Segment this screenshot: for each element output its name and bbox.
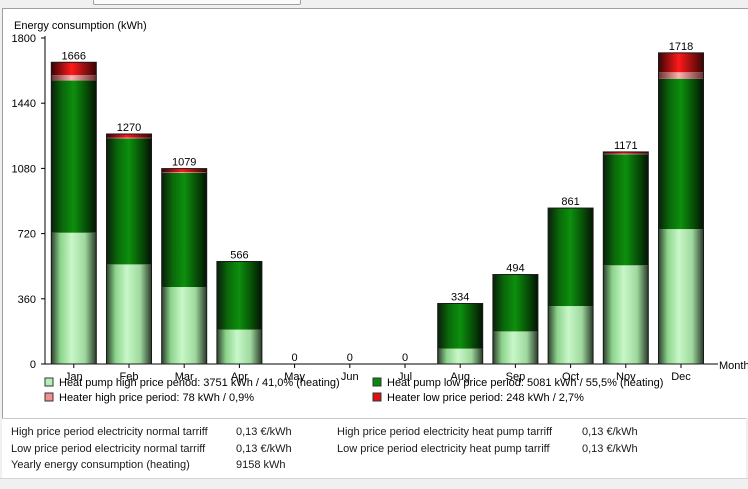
bar-heater-low	[106, 133, 152, 138]
bar-heatpump-high	[161, 287, 207, 364]
bars: 1666 1270 1079 566 0 0 0 334 494 861 1171 1718	[50, 41, 704, 365]
bar-total-label: 1171	[614, 140, 638, 152]
info-row1-value2: 0,13 €/kWh	[582, 426, 638, 438]
bar-heater-high	[51, 75, 97, 81]
legend-label: Heat pump low price period: 5081 kWh / 5…	[387, 377, 663, 389]
bar-total-label: 1079	[172, 157, 196, 169]
x-axis-title: Month	[719, 360, 748, 372]
y-tick-label: 0	[30, 359, 36, 371]
top-tab-control[interactable]	[93, 0, 301, 5]
x-axis: Jan Feb Mar Apr May Jun Jul Aug Sep Oct Nov Dec Mont…	[45, 360, 748, 383]
bar-heater-high	[658, 72, 704, 79]
bar-outline	[547, 207, 594, 365]
bar-heatpump-high	[658, 229, 704, 364]
bar-heater-low	[161, 168, 207, 173]
bar-heatpump-low	[437, 303, 483, 349]
y-tick-label: 1800	[12, 33, 36, 45]
x-tick-label: Jan	[65, 371, 83, 383]
bar-heatpump-low	[603, 154, 649, 266]
bar-heatpump-high	[106, 264, 152, 364]
x-tick-label: Jul	[398, 371, 412, 383]
bar-heater-high	[603, 153, 649, 155]
info-row1-label2: High price period electricity heat pump …	[337, 426, 553, 438]
bar-heatpump-high	[437, 348, 483, 364]
y-tick-label: 1080	[12, 163, 36, 175]
bar-outline	[216, 260, 263, 365]
bar-total-label: 861	[561, 196, 579, 208]
bar-heatpump-low	[216, 261, 262, 330]
bar-heatpump-low	[51, 80, 97, 233]
y-tick-label: 720	[18, 229, 36, 241]
bar-total-label: 494	[506, 263, 524, 275]
y-axis-title: Energy consumption (kWh)	[14, 20, 147, 32]
x-tick-label: Feb	[120, 371, 139, 383]
info-row3-label: Yearly energy consumption (heating)	[11, 459, 190, 471]
x-tick-label: Dec	[671, 371, 691, 383]
bar-outline	[602, 151, 649, 365]
bar-heatpump-high	[603, 265, 649, 364]
bar-total-label: 0	[292, 352, 298, 364]
x-tick-label: Oct	[562, 371, 579, 383]
status-strip	[0, 478, 748, 489]
y-tick-label: 1440	[12, 98, 36, 110]
bar-outline	[50, 61, 97, 365]
info-row2-value2: 0,13 €/kWh	[582, 443, 638, 455]
x-tick-label: May	[284, 371, 305, 383]
bar-total-label: 1270	[117, 122, 141, 134]
bar-heater-high	[161, 172, 207, 173]
bar-heatpump-high	[216, 329, 262, 364]
bar-heatpump-low	[106, 138, 152, 265]
bar-heatpump-high	[548, 306, 594, 364]
bar-heatpump-high	[492, 331, 538, 364]
x-tick-label: Mar	[175, 371, 194, 383]
bar-heatpump-low	[161, 172, 207, 288]
bar-total-label: 566	[230, 249, 248, 261]
bar-heatpump-low	[548, 208, 594, 307]
legend-label: Heat pump high price period: 3751 kWh / …	[59, 377, 340, 389]
chart-panel: Energy consumption (kWh) 0 360 720 1080 1440…	[2, 8, 748, 418]
bar-total-label: 0	[402, 352, 408, 364]
tariff-info-panel: High price period electricity normal tar…	[2, 418, 746, 478]
x-tick-label: Aug	[450, 371, 470, 383]
legend-swatch	[372, 377, 382, 387]
bar-outline	[492, 274, 539, 365]
bar-heater-low	[51, 62, 97, 76]
x-tick-label: Jun	[341, 371, 359, 383]
bar-total-label: 0	[347, 352, 353, 364]
x-tick-label: Apr	[231, 371, 248, 383]
info-row1-value: 0,13 €/kWh	[236, 426, 292, 438]
info-row2-value: 0,13 €/kWh	[236, 443, 292, 455]
legend-label: Heater high price period: 78 kWh / 0,9%	[59, 392, 254, 404]
energy-consumption-chart: Energy consumption (kWh) 0 360 720 1080 1440…	[12, 20, 748, 404]
x-tick-label: Sep	[506, 371, 526, 383]
bar-heater-high	[106, 137, 152, 139]
legend-label: Heater low price period: 248 kWh / 2,7%	[387, 392, 584, 404]
y-axis: 0 360 720 1080 1440 1800	[12, 33, 46, 371]
info-row3-value: 9158 kWh	[236, 459, 286, 471]
bar-outline	[161, 168, 208, 365]
legend-swatch	[44, 377, 54, 387]
bar-total-label: 1666	[62, 50, 86, 62]
bar-heatpump-low	[658, 78, 704, 230]
bar-heater-low	[658, 52, 704, 73]
bar-outline	[658, 52, 704, 365]
info-row1-label: High price period electricity normal tar…	[11, 426, 208, 438]
bar-outline	[437, 303, 484, 365]
legend-swatch	[44, 392, 54, 402]
bar-total-label: 334	[451, 292, 469, 304]
bar-heater-low	[603, 151, 649, 154]
bar-outline	[106, 133, 152, 365]
legend-swatch	[372, 392, 382, 402]
bar-heatpump-low	[492, 274, 538, 332]
legend: Heat pump high price period: 3751 kWh / …	[44, 377, 663, 404]
x-tick-label: Nov	[616, 371, 636, 383]
info-row2-label: Low price period electricity normal tarr…	[11, 443, 206, 455]
bar-heatpump-high	[51, 232, 97, 364]
y-tick-label: 360	[18, 294, 36, 306]
bar-total-label: 1718	[669, 41, 693, 53]
info-row2-label2: Low price period electricity heat pump t…	[337, 443, 550, 455]
